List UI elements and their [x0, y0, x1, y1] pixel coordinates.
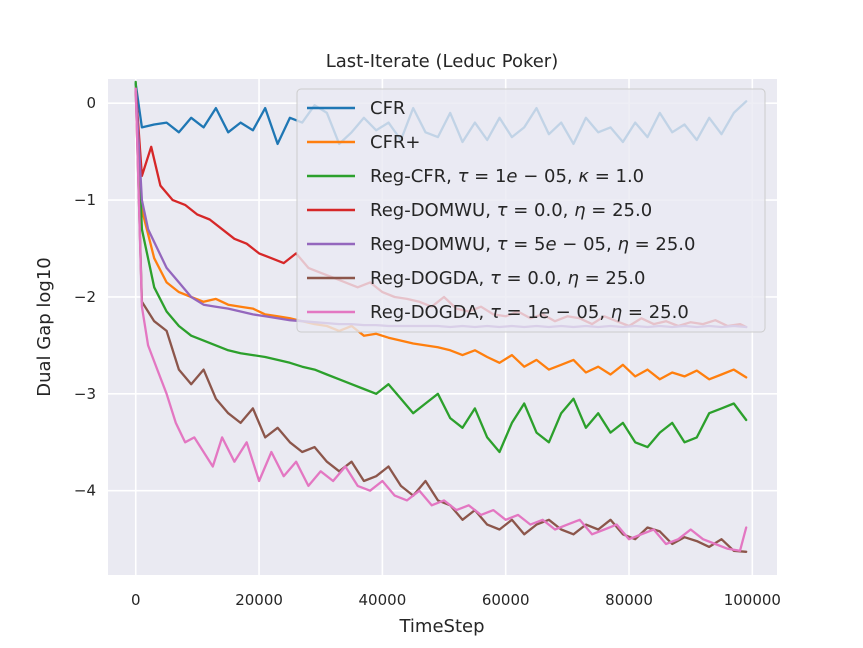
legend-label: CFR+ [370, 132, 421, 153]
y-tick-label: −2 [74, 288, 96, 306]
x-tick-label: 100000 [724, 591, 781, 609]
series-line-5 [134, 87, 748, 553]
legend-label: Reg-DOGDA, τ = 0.0, η = 25.0 [370, 268, 645, 289]
y-tick-label: −3 [74, 385, 96, 403]
series-line-6 [134, 87, 748, 552]
chart-title: Last-Iterate (Leduc Poker) [326, 51, 558, 72]
y-axis-label: Dual Gap log10 [34, 257, 55, 397]
series-line-2 [134, 80, 748, 454]
x-tick-label: 80000 [605, 591, 653, 609]
x-tick-label: 20000 [235, 591, 283, 609]
legend-label: Reg-DOGDA, τ = 1e − 05, η = 25.0 [370, 302, 689, 323]
legend-label: Reg-DOMWU, τ = 0.0, η = 25.0 [370, 200, 652, 221]
y-tick-label: 0 [86, 94, 96, 112]
legend-label: Reg-DOMWU, τ = 5e − 05, η = 25.0 [370, 234, 695, 255]
x-axis-label: TimeStep [398, 616, 484, 637]
legend: CFR CFR+ Reg-CFR, τ = 1e − 05, κ = 1.0 Reg-… [296, 88, 766, 333]
y-tick-label: −1 [74, 191, 96, 209]
y-tick-label: −4 [74, 482, 96, 500]
legend-label: CFR [370, 98, 405, 119]
y-tick-labels: 0 −1 −2 −3 −4 [74, 94, 96, 500]
x-tick-label: 0 [131, 591, 141, 609]
x-tick-label: 60000 [482, 591, 530, 609]
legend-label: Reg-CFR, τ = 1e − 05, κ = 1.0 [370, 166, 644, 187]
x-tick-labels: 0 20000 40000 60000 80000 100000 [131, 591, 781, 609]
legend-box [296, 88, 766, 333]
series-line-1 [134, 87, 748, 381]
x-tick-label: 40000 [359, 591, 407, 609]
